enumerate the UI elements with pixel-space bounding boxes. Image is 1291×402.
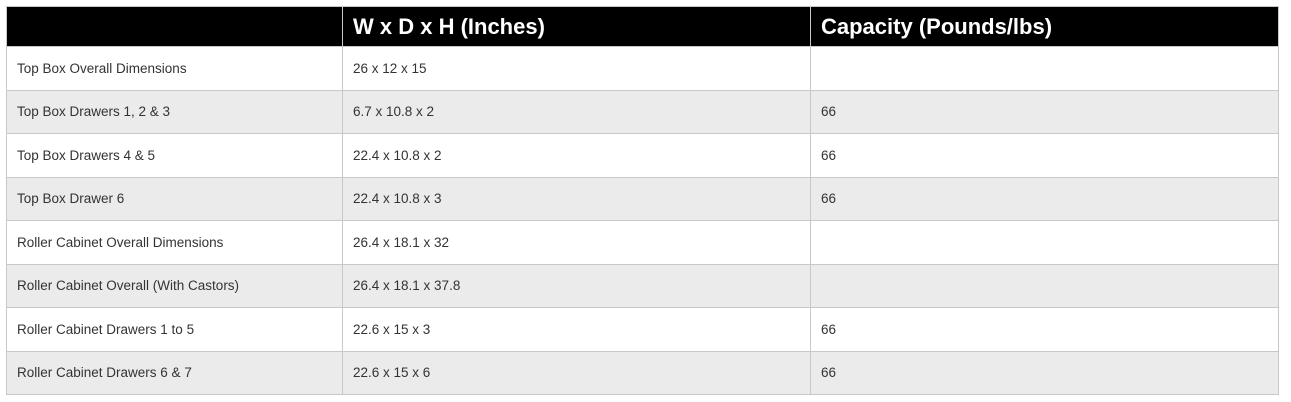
table-cell: 66 — [810, 176, 1279, 221]
table-cell: 22.6 x 15 x 3 — [342, 307, 811, 352]
table-cell: Top Box Drawer 6 — [6, 176, 343, 221]
table-cell: 22.6 x 15 x 6 — [342, 350, 811, 395]
table-cell: Roller Cabinet Overall Dimensions — [6, 220, 343, 265]
table-row: Roller Cabinet Overall (With Castors) 26.… — [6, 263, 1279, 308]
table-row: Roller Cabinet Drawers 1 to 5 22.6 x 15 x… — [6, 307, 1279, 352]
table-row: Top Box Drawers 4 & 5 22.4 x 10.8 x 2 66 — [6, 133, 1279, 178]
table-cell: 22.4 x 10.8 x 3 — [342, 176, 811, 221]
table-row: Roller Cabinet Overall Dimensions 26.4 x … — [6, 220, 1279, 265]
table-cell — [810, 263, 1279, 308]
column-header — [6, 6, 343, 47]
table-cell: Top Box Drawers 1, 2 & 3 — [6, 89, 343, 134]
table-cell: Roller Cabinet Drawers 6 & 7 — [6, 350, 343, 395]
table-cell — [810, 46, 1279, 91]
header-row: W x D x H (Inches) Capacity (Pounds/lbs) — [6, 6, 1279, 47]
column-header: Capacity (Pounds/lbs) — [810, 6, 1279, 47]
table-cell: Top Box Drawers 4 & 5 — [6, 133, 343, 178]
table-cell — [810, 220, 1279, 265]
table-row: Top Box Overall Dimensions 26 x 12 x 15 — [6, 46, 1279, 91]
table-row: Roller Cabinet Drawers 6 & 7 22.6 x 15 x … — [6, 350, 1279, 395]
table-cell: Roller Cabinet Drawers 1 to 5 — [6, 307, 343, 352]
table-cell: Top Box Overall Dimensions — [6, 46, 343, 91]
table-cell: 66 — [810, 133, 1279, 178]
table-cell: 6.7 x 10.8 x 2 — [342, 89, 811, 134]
table-cell: 66 — [810, 307, 1279, 352]
column-header: W x D x H (Inches) — [342, 6, 811, 47]
table-cell: 66 — [810, 350, 1279, 395]
specifications-table: W x D x H (Inches) Capacity (Pounds/lbs) … — [6, 6, 1279, 395]
table-cell: Roller Cabinet Overall (With Castors) — [6, 263, 343, 308]
table-cell: 22.4 x 10.8 x 2 — [342, 133, 811, 178]
table-cell: 26.4 x 18.1 x 32 — [342, 220, 811, 265]
table-row: Top Box Drawer 6 22.4 x 10.8 x 3 66 — [6, 176, 1279, 221]
table-cell: 66 — [810, 89, 1279, 134]
table-row: Top Box Drawers 1, 2 & 3 6.7 x 10.8 x 2 66 — [6, 89, 1279, 134]
table-cell: 26.4 x 18.1 x 37.8 — [342, 263, 811, 308]
table-cell: 26 x 12 x 15 — [342, 46, 811, 91]
